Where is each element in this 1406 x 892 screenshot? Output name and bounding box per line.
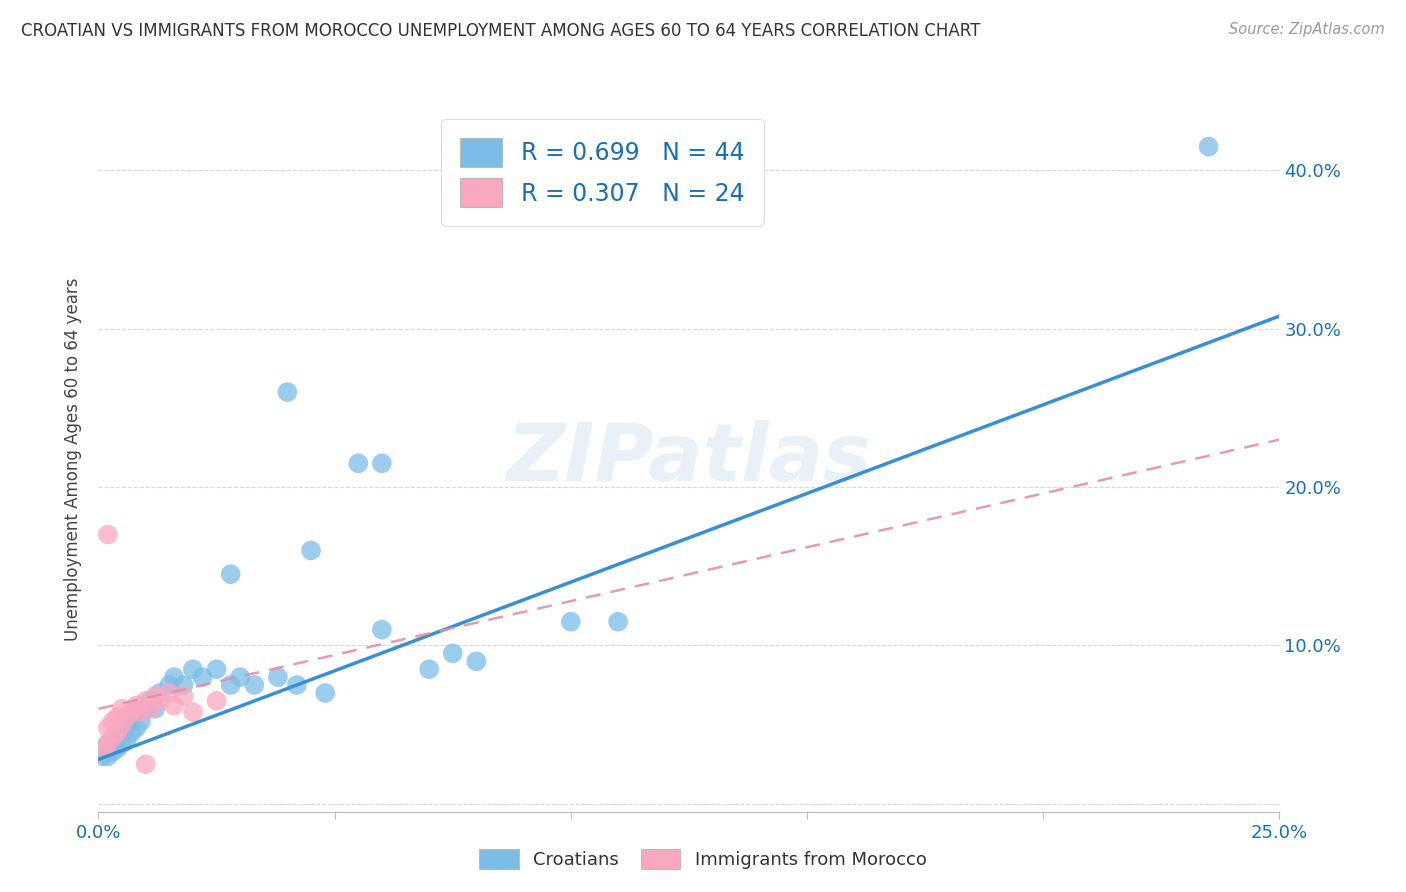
Point: [97, 749, 120, 764]
Point: [465, 654, 488, 668]
Point: [115, 709, 138, 723]
Point: [163, 670, 186, 684]
Point: [181, 705, 204, 719]
Point: [115, 733, 138, 747]
Point: [371, 456, 394, 470]
Point: [125, 705, 148, 719]
Point: [143, 702, 166, 716]
Point: [97, 721, 120, 735]
Point: [105, 725, 128, 739]
Point: [101, 745, 124, 759]
Point: [101, 714, 124, 729]
Point: [371, 623, 394, 637]
Point: [125, 721, 148, 735]
Point: [191, 670, 214, 684]
Point: [139, 694, 162, 708]
Point: [97, 737, 120, 751]
Point: [172, 689, 194, 703]
Point: [139, 702, 162, 716]
Point: [229, 670, 252, 684]
Point: [121, 705, 143, 719]
Point: [163, 698, 186, 713]
Text: ZIPatlas: ZIPatlas: [506, 420, 872, 499]
Point: [101, 731, 124, 745]
Point: [121, 709, 143, 723]
Point: [267, 670, 290, 684]
Point: [143, 689, 166, 703]
Point: [97, 737, 120, 751]
Point: [121, 725, 143, 739]
Text: Source: ZipAtlas.com: Source: ZipAtlas.com: [1229, 22, 1385, 37]
Point: [205, 662, 228, 676]
Point: [129, 714, 152, 729]
Point: [560, 615, 582, 629]
Point: [441, 646, 464, 660]
Point: [105, 709, 128, 723]
Legend: Croatians, Immigrants from Morocco: Croatians, Immigrants from Morocco: [470, 839, 936, 879]
Point: [607, 615, 630, 629]
Point: [115, 717, 138, 731]
Point: [1198, 139, 1220, 153]
Point: [219, 567, 242, 582]
Point: [105, 725, 128, 739]
Point: [105, 741, 128, 756]
Point: [149, 686, 172, 700]
Point: [157, 686, 180, 700]
Point: [243, 678, 266, 692]
Point: [135, 702, 157, 716]
Point: [135, 757, 157, 772]
Point: [111, 717, 134, 731]
Point: [314, 686, 336, 700]
Y-axis label: Unemployment Among Ages 60 to 64 years: Unemployment Among Ages 60 to 64 years: [65, 277, 83, 641]
Point: [347, 456, 370, 470]
Point: [299, 543, 322, 558]
Point: [276, 385, 298, 400]
Point: [219, 678, 242, 692]
Point: [111, 737, 134, 751]
Point: [172, 678, 194, 692]
Point: [125, 698, 148, 713]
Legend: R = 0.699   N = 44, R = 0.307   N = 24: R = 0.699 N = 44, R = 0.307 N = 24: [441, 119, 763, 226]
Point: [181, 662, 204, 676]
Point: [111, 702, 134, 716]
Point: [205, 694, 228, 708]
Point: [129, 705, 152, 719]
Point: [157, 678, 180, 692]
Text: CROATIAN VS IMMIGRANTS FROM MOROCCO UNEMPLOYMENT AMONG AGES 60 TO 64 YEARS CORRE: CROATIAN VS IMMIGRANTS FROM MOROCCO UNEM…: [21, 22, 980, 40]
Point: [91, 741, 114, 756]
Point: [149, 694, 172, 708]
Point: [101, 733, 124, 747]
Point: [97, 527, 120, 541]
Point: [418, 662, 440, 676]
Point: [285, 678, 308, 692]
Point: [91, 749, 114, 764]
Point: [135, 694, 157, 708]
Point: [111, 721, 134, 735]
